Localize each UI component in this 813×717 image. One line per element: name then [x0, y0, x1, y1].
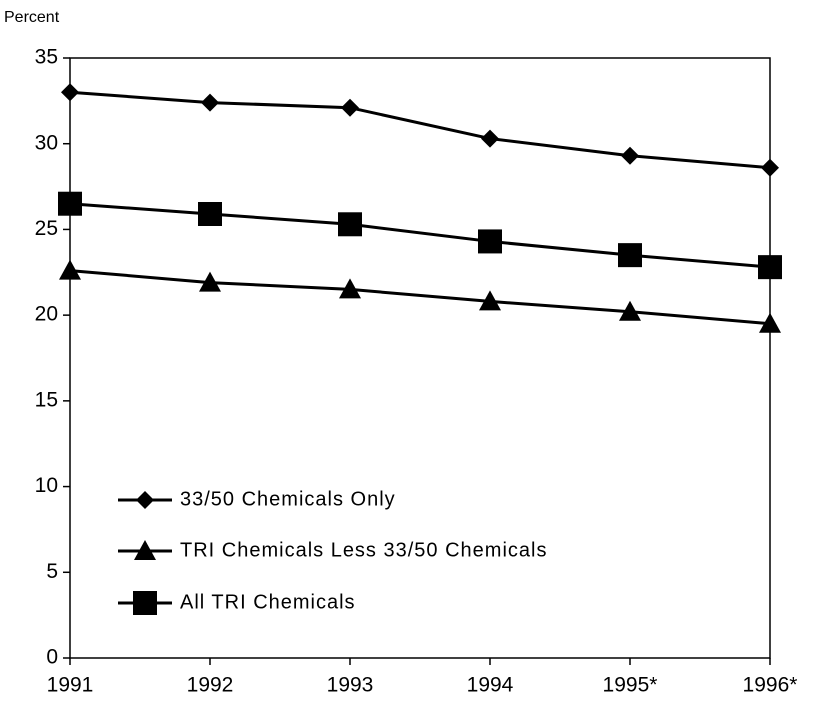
y-tick-label: 15 — [35, 388, 58, 411]
legend-marker — [133, 591, 157, 615]
data-point — [479, 290, 501, 311]
legend-label: All TRI Chemicals — [180, 591, 356, 613]
data-point — [339, 278, 361, 299]
y-tick-label: 20 — [35, 303, 58, 326]
x-tick-label: 1996* — [743, 674, 798, 697]
x-tick-label: 1994 — [467, 674, 514, 697]
data-point — [758, 255, 782, 280]
y-axis-label: Percent — [4, 9, 60, 26]
data-point — [621, 146, 639, 165]
legend-marker — [134, 540, 156, 560]
x-tick-label: 1995* — [603, 674, 658, 697]
data-point — [61, 83, 79, 102]
data-point — [201, 93, 219, 112]
y-tick-label: 25 — [35, 217, 58, 240]
data-point — [481, 129, 499, 148]
data-point — [198, 202, 222, 226]
data-point — [759, 312, 781, 333]
y-tick-label: 30 — [35, 131, 58, 154]
data-point — [338, 212, 362, 237]
legend-label: 33/50 Chemicals Only — [180, 488, 396, 510]
data-point — [341, 98, 359, 117]
y-tick-label: 10 — [35, 474, 58, 497]
legend-marker — [136, 491, 154, 509]
x-tick-label: 1993 — [327, 674, 374, 697]
x-tick-label: 1992 — [187, 674, 234, 697]
y-tick-label: 0 — [46, 646, 58, 669]
data-point — [199, 271, 221, 292]
data-point — [478, 229, 502, 254]
data-point — [58, 191, 82, 216]
series-line — [69, 202, 771, 269]
series-line — [69, 269, 771, 326]
y-tick-label: 5 — [46, 560, 58, 583]
y-tick-label: 35 — [35, 46, 58, 69]
data-point — [618, 243, 642, 268]
data-point — [619, 300, 641, 321]
plot-frame — [69, 57, 771, 659]
legend-label: TRI Chemicals Less 33/50 Chemicals — [180, 539, 547, 561]
x-tick-label: 1991 — [47, 674, 94, 697]
data-point — [761, 158, 779, 177]
data-point — [59, 259, 81, 280]
series-line — [69, 90, 771, 170]
